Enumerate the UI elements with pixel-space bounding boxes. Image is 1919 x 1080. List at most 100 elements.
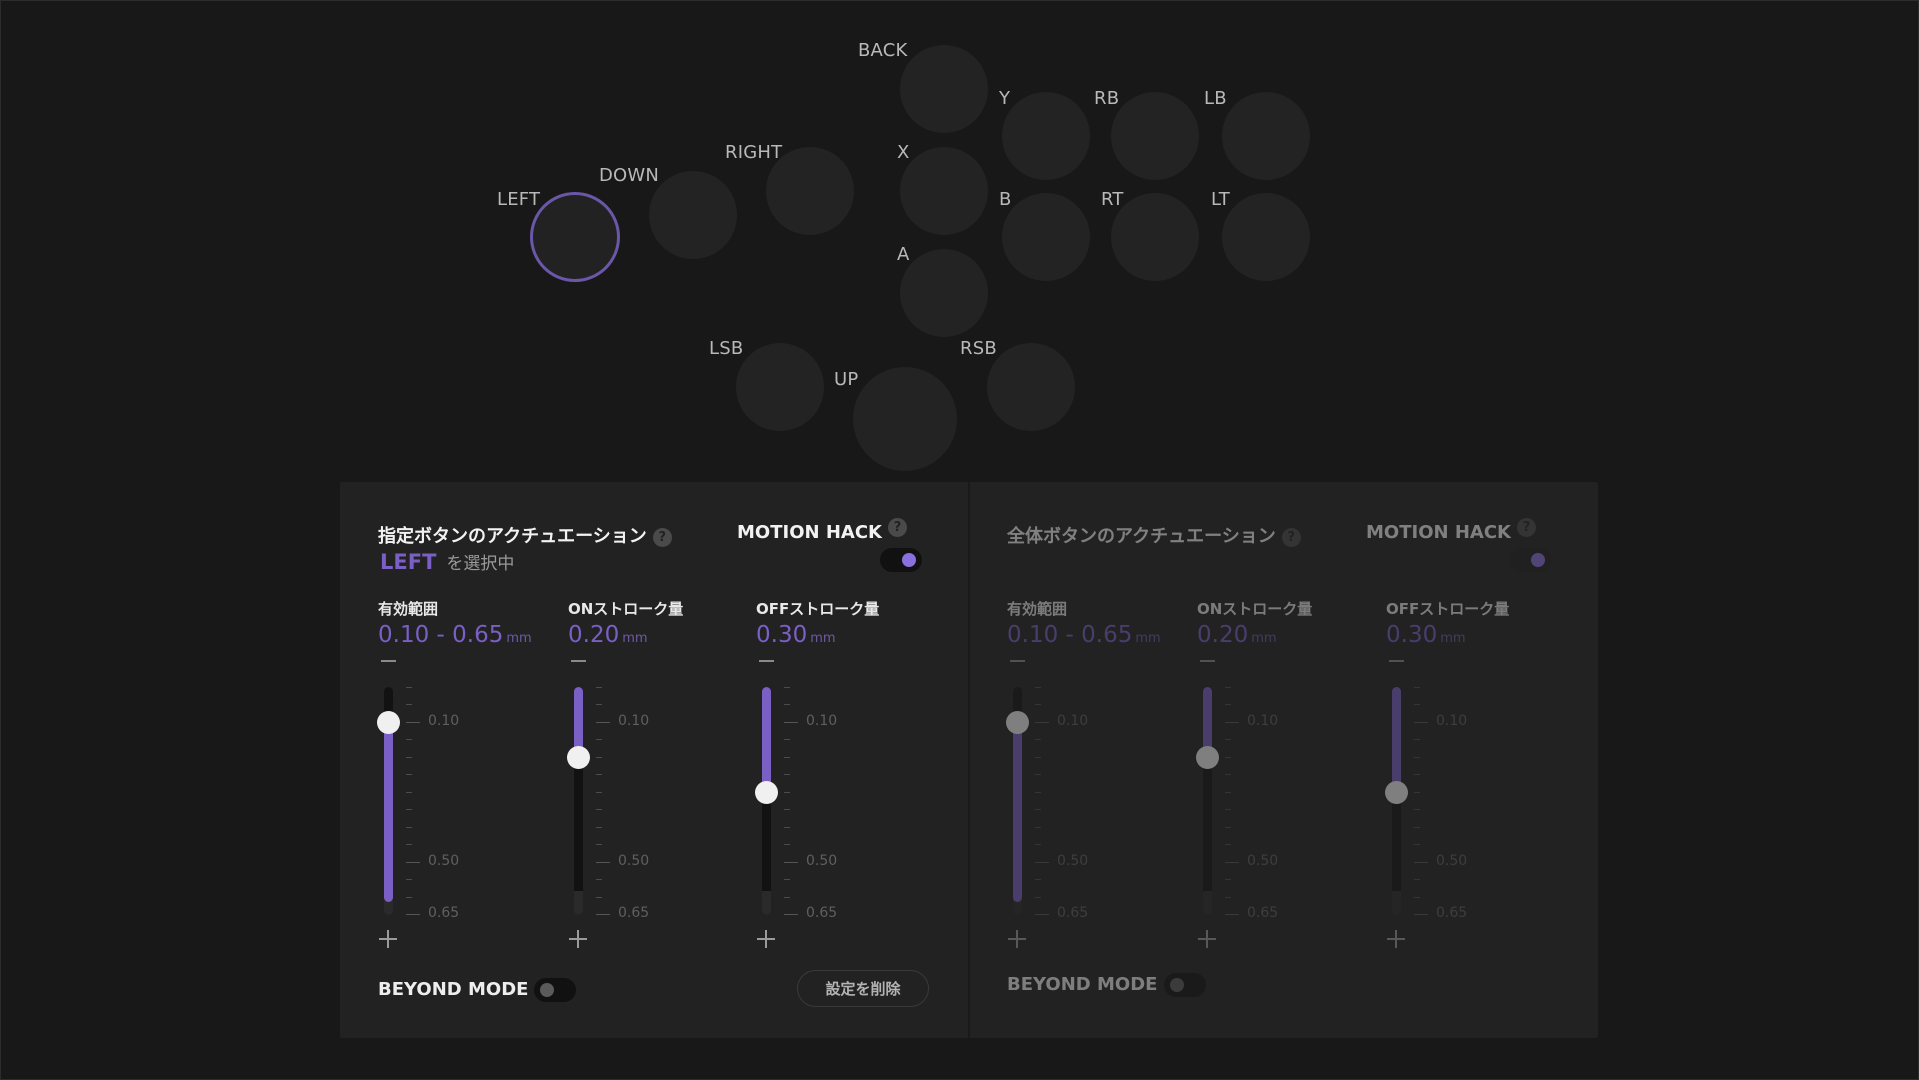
- layout-label-a: A: [897, 244, 910, 265]
- range-min-thumb[interactable]: [377, 711, 400, 734]
- global-range-slider-track[interactable]: [1006, 687, 1029, 915]
- off-stroke-slider-column: OFFストローク量 0.30 mm 0.10 0.50: [755, 482, 936, 1038]
- layout-button-rt[interactable]: [1111, 193, 1199, 281]
- specific-title-text: 指定ボタンのアクチュエーション: [378, 526, 647, 547]
- tick-label: 0.65: [618, 905, 650, 921]
- on-stroke-number: 0.20: [568, 622, 620, 648]
- increment-button[interactable]: [1197, 929, 1217, 949]
- on-stroke-label: ONストローク量: [1197, 600, 1313, 618]
- slider-scale: 0.10 0.50 0.65: [1035, 687, 1155, 921]
- tick-label: 0.65: [1436, 905, 1468, 921]
- decrement-button[interactable]: [381, 660, 396, 662]
- slider-scale: 0.10 0.50 0.65: [1225, 687, 1345, 921]
- range-unit: mm: [506, 631, 532, 646]
- delete-settings-button[interactable]: 設定を削除: [797, 970, 929, 1007]
- off-stroke-unit: mm: [810, 631, 836, 646]
- global-on-stroke-slider-track[interactable]: [1196, 687, 1219, 915]
- increment-button[interactable]: [378, 929, 398, 949]
- layout-button-left[interactable]: [530, 192, 620, 282]
- help-icon[interactable]: ?: [652, 527, 672, 547]
- on-stroke-number: 0.20: [1197, 622, 1249, 648]
- off-stroke-thumb[interactable]: [755, 781, 778, 804]
- global-beyond-mode-label: BEYOND MODE: [1007, 974, 1158, 995]
- global-off-stroke-slider-column: OFFストローク量 0.30 mm 0.10 0.50: [1385, 482, 1566, 1038]
- on-stroke-thumb[interactable]: [1196, 746, 1219, 769]
- specific-section-title: 指定ボタンのアクチュエーション?: [378, 522, 672, 548]
- layout-button-x[interactable]: [900, 147, 988, 235]
- off-stroke-thumb[interactable]: [1385, 781, 1408, 804]
- off-stroke-slider-track[interactable]: [755, 687, 778, 915]
- off-stroke-number: 0.30: [756, 622, 808, 648]
- decrement-button[interactable]: [1389, 660, 1404, 662]
- on-stroke-label: ONストローク量: [568, 600, 684, 618]
- on-stroke-thumb[interactable]: [567, 746, 590, 769]
- beyond-mode-toggle[interactable]: [534, 978, 576, 1002]
- global-off-stroke-slider-track[interactable]: [1385, 687, 1408, 915]
- global-on-stroke-slider-column: ONストローク量 0.20 mm 0.10 0.50: [1196, 482, 1377, 1038]
- layout-button-back[interactable]: [900, 45, 988, 133]
- on-stroke-fill: [1203, 687, 1212, 757]
- beyond-mode-label: BEYOND MODE: [378, 979, 529, 1000]
- track-end: [1203, 891, 1212, 915]
- tick-label: 0.50: [618, 853, 650, 869]
- layout-label-rsb: RSB: [960, 338, 997, 359]
- global-motion-hack-toggle[interactable]: [1509, 548, 1551, 572]
- on-stroke-value: 0.20 mm: [568, 622, 648, 648]
- tick-label: 0.65: [806, 905, 838, 921]
- toggle-knob: [902, 553, 916, 567]
- button-layout: LEFT DOWN RIGHT BACK X A Y B RB RT LB LT…: [0, 0, 1919, 480]
- increment-button[interactable]: [1386, 929, 1406, 949]
- decrement-button[interactable]: [571, 660, 586, 662]
- decrement-button[interactable]: [1200, 660, 1215, 662]
- increment-button[interactable]: [756, 929, 776, 949]
- slider-scale: 0.10 0.50 0.65: [784, 687, 904, 921]
- on-stroke-slider-column: ONストローク量 0.20 mm 0.10 0.50: [567, 482, 748, 1038]
- layout-label-lb: LB: [1204, 88, 1227, 109]
- tick-label: 0.50: [1247, 853, 1279, 869]
- layout-button-lsb[interactable]: [736, 343, 824, 431]
- increment-button[interactable]: [568, 929, 588, 949]
- on-stroke-slider-track[interactable]: [567, 687, 590, 915]
- global-actuation-section: 全体ボタンのアクチュエーション? MOTION HACK ? 有効範囲 0.10…: [970, 482, 1598, 1038]
- tick-label: 0.65: [428, 905, 460, 921]
- range-value-number: 0.10 - 0.65: [378, 622, 504, 648]
- tick-label: 0.50: [1057, 853, 1089, 869]
- tick-label: 0.10: [806, 713, 838, 729]
- help-icon[interactable]: ?: [1281, 527, 1301, 547]
- layout-label-x: X: [897, 142, 910, 163]
- motion-hack-toggle[interactable]: [880, 548, 922, 572]
- layout-button-down[interactable]: [649, 171, 737, 259]
- range-slider-track[interactable]: [377, 687, 400, 915]
- global-motion-hack-label: MOTION HACK: [1366, 522, 1511, 543]
- section-divider: [968, 482, 970, 1038]
- tick-label: 0.10: [618, 713, 650, 729]
- off-stroke-label: OFFストローク量: [1386, 600, 1510, 618]
- decrement-button[interactable]: [759, 660, 774, 662]
- layout-button-up[interactable]: [853, 367, 957, 471]
- range-value-number: 0.10 - 0.65: [1007, 622, 1133, 648]
- layout-button-lt[interactable]: [1222, 193, 1310, 281]
- layout-button-b[interactable]: [1002, 193, 1090, 281]
- layout-button-a[interactable]: [900, 249, 988, 337]
- global-beyond-mode-toggle[interactable]: [1164, 973, 1206, 997]
- range-min-thumb[interactable]: [1006, 711, 1029, 734]
- layout-label-b: B: [999, 189, 1012, 210]
- layout-button-rsb[interactable]: [987, 343, 1075, 431]
- layout-label-back: BACK: [858, 40, 908, 61]
- track-end: [1392, 891, 1401, 915]
- motion-hack-help-icon[interactable]: ?: [888, 518, 907, 537]
- decrement-button[interactable]: [1010, 660, 1025, 662]
- toggle-knob: [540, 983, 554, 997]
- layout-button-lb[interactable]: [1222, 92, 1310, 180]
- layout-button-rb[interactable]: [1111, 92, 1199, 180]
- global-motion-hack-help-icon[interactable]: ?: [1517, 518, 1536, 537]
- increment-button[interactable]: [1007, 929, 1027, 949]
- range-fill: [384, 722, 393, 902]
- layout-button-y[interactable]: [1002, 92, 1090, 180]
- slider-scale: 0.10 0.50 0.65: [1414, 687, 1534, 921]
- tick-label: 0.50: [1436, 853, 1468, 869]
- layout-button-right[interactable]: [766, 147, 854, 235]
- selected-suffix: を選択中: [446, 554, 515, 574]
- off-stroke-fill: [762, 687, 771, 792]
- tick-label: 0.50: [806, 853, 838, 869]
